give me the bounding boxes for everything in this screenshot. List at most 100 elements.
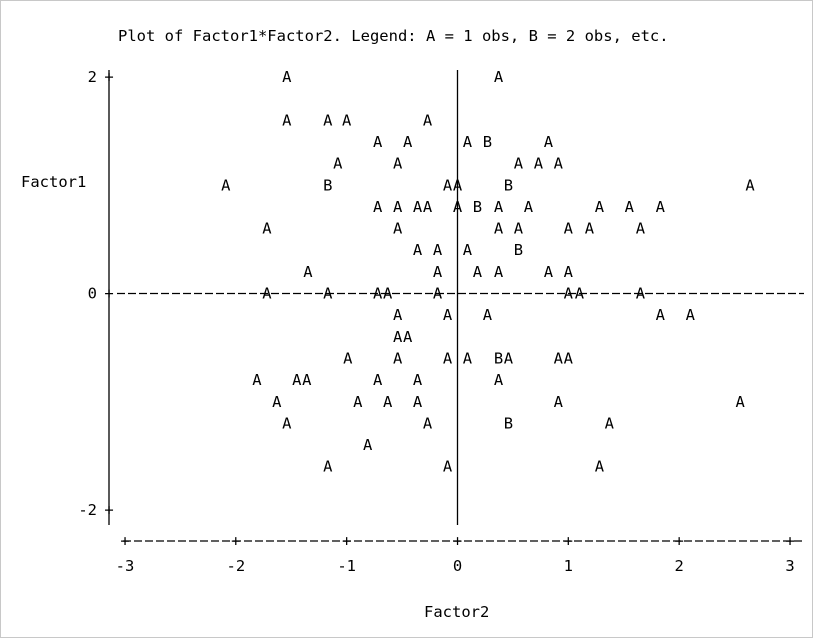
data-point: B [504,176,513,194]
data-point: A [342,111,352,129]
data-point: A [636,220,646,238]
data-point: A [433,263,443,281]
data-point: A [494,220,504,238]
data-point: A [544,133,554,151]
data-point: A [463,133,473,151]
data-point: A [393,328,403,346]
x-tick-label: 2 [674,557,683,575]
data-point: A [423,414,433,432]
x-tick-mark: + [120,532,129,550]
data-point: A [433,285,443,303]
data-point: A [383,285,393,303]
y-axis-label: Factor1 [21,173,86,191]
data-point: A [564,285,574,303]
data-point: A [282,68,292,86]
y-tick-label: 2 [88,68,97,86]
x-tick-mark: + [453,532,462,550]
data-point: A [443,458,453,476]
data-point: A [323,285,333,303]
data-point: A [272,393,282,411]
data-point: A [575,285,585,303]
x-tick-mark: + [674,532,683,550]
x-tick-mark: + [231,532,240,550]
data-point: A [636,285,646,303]
data-point: A [353,393,363,411]
data-point: A [363,436,373,454]
x-tick-mark: + [342,532,351,550]
data-point: A [413,198,423,216]
data-point: A [554,349,564,367]
data-point: A [443,306,453,324]
data-point: A [373,198,383,216]
data-point: A [413,241,423,259]
data-point: A [564,349,574,367]
data-point: A [221,176,231,194]
data-point: A [585,220,595,238]
data-point: A [554,155,564,173]
data-point: A [483,306,493,324]
data-point: A [393,220,403,238]
data-point: A [463,349,473,367]
data-point: B [473,198,482,216]
data-point: A [595,458,605,476]
data-point: A [656,198,666,216]
y-tick-mark: + [104,285,113,303]
x-tick-label: -3 [116,557,135,575]
data-point: A [745,176,755,194]
data-point: A [514,220,524,238]
x-tick-mark: + [785,532,794,550]
chart-title: Plot of Factor1*Factor2. Legend: A = 1 o… [118,27,669,45]
data-point: A [504,349,514,367]
x-tick-label: 0 [453,557,462,575]
data-point: A [514,155,524,173]
data-point: A [686,306,696,324]
data-point: A [494,68,504,86]
y-tick-label: 0 [88,285,97,303]
data-point: B [483,133,492,151]
data-point: B [504,414,513,432]
data-point: A [282,111,292,129]
data-point: A [403,133,413,151]
data-point: A [373,285,383,303]
data-point: A [262,285,272,303]
data-point: B [494,349,503,367]
y-tick-label: -2 [78,501,97,519]
y-tick-mark: + [104,501,113,519]
x-tick-mark: + [564,532,573,550]
data-point: A [393,198,403,216]
data-point: A [343,349,353,367]
y-tick-mark: + [104,68,113,86]
data-point: A [252,371,262,389]
data-point: A [423,111,433,129]
data-point: A [494,263,504,281]
data-point: A [453,176,463,194]
data-point: A [373,371,383,389]
data-point: A [373,133,383,151]
data-point: A [413,393,423,411]
x-tick-label: 3 [785,557,794,575]
data-point: A [393,349,403,367]
data-point: A [292,371,302,389]
data-point: A [453,198,463,216]
data-point: A [443,349,453,367]
data-point: A [625,198,635,216]
data-point: A [544,263,554,281]
x-tick-label: 1 [564,557,573,575]
data-point: A [554,393,564,411]
data-point: A [473,263,483,281]
data-point: A [413,371,423,389]
data-point: A [383,393,393,411]
data-point: A [564,263,574,281]
axes: 2 +0 + -2 + + -3 + -2 + -1 +0 +1 +2 +3 [78,68,804,575]
data-point: A [302,371,312,389]
data-point: A [494,198,504,216]
data-point: A [403,328,413,346]
data-point: A [595,198,605,216]
data-point: A [303,263,313,281]
data-point: A [262,220,272,238]
data-point: A [423,198,433,216]
x-axis-label: Factor2 [424,603,489,621]
data-point: A [605,414,615,432]
